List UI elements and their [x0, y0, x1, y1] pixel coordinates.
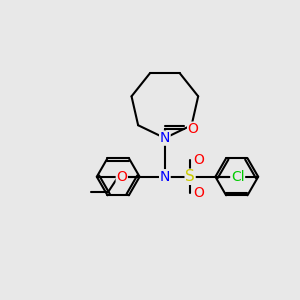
Text: S: S — [185, 169, 195, 184]
Text: Cl: Cl — [231, 170, 244, 184]
Text: N: N — [160, 170, 170, 184]
Text: N: N — [160, 131, 170, 145]
Text: O: O — [194, 153, 205, 167]
Text: O: O — [116, 170, 127, 184]
Text: O: O — [194, 186, 205, 200]
Text: O: O — [188, 122, 199, 136]
